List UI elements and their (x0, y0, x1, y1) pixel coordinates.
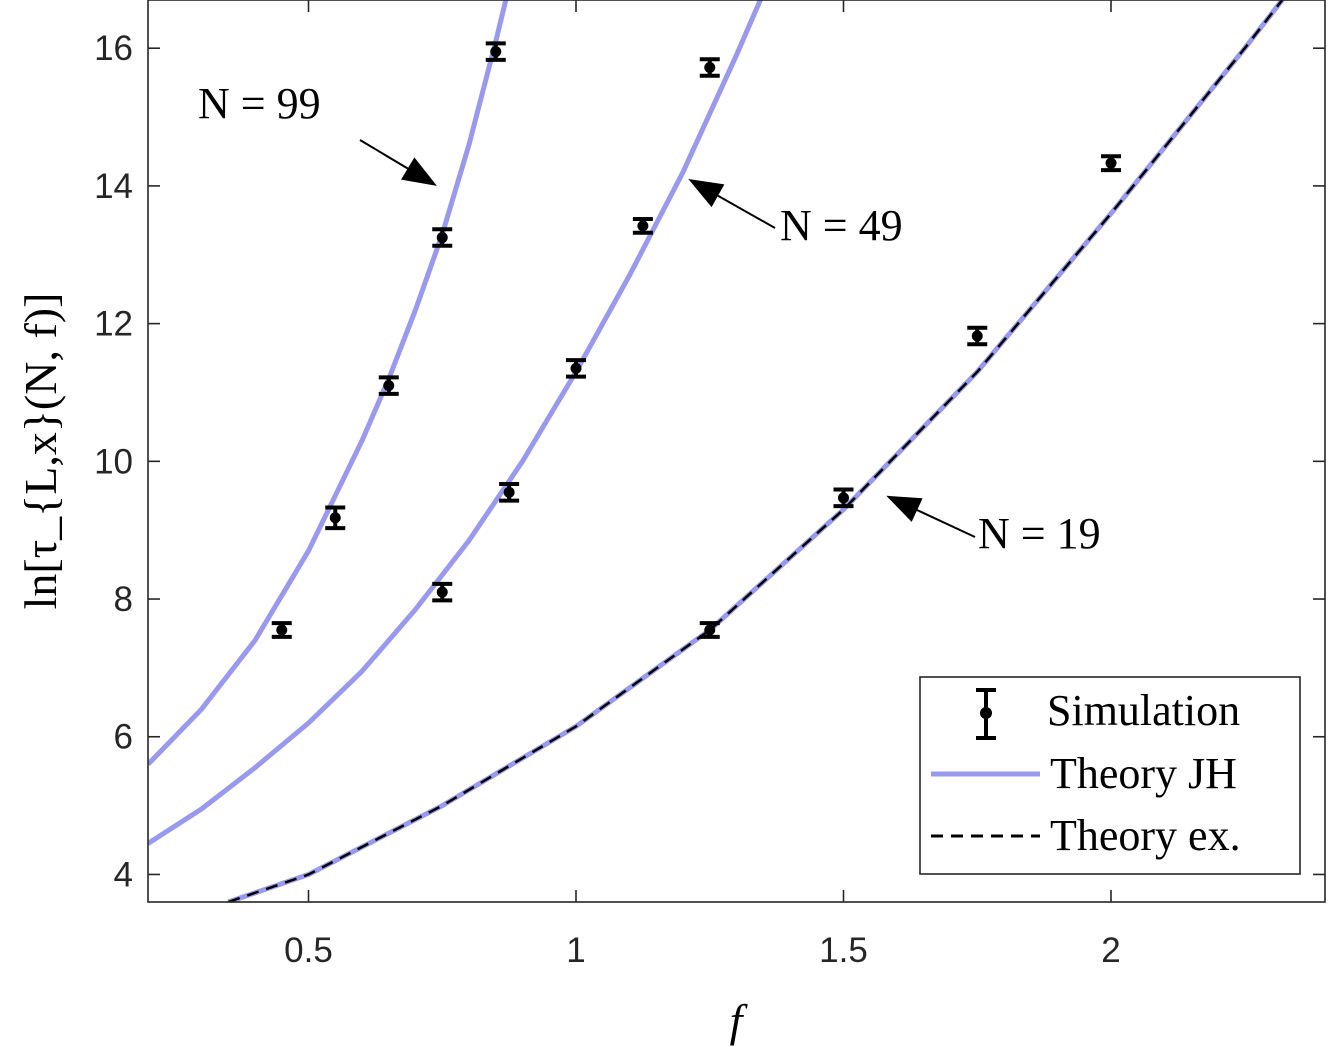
simulation-marker (637, 220, 649, 232)
y-tick-label: 6 (114, 718, 133, 757)
theory-ex-line-0 (227, 0, 1284, 902)
x-tick-label: 1.5 (819, 931, 868, 970)
y-tick-label: 16 (94, 29, 133, 68)
x-tick-label: 1 (566, 931, 585, 970)
legend-simulation-marker (976, 688, 996, 740)
simulation-marker (436, 232, 448, 244)
simulation-point (699, 57, 720, 78)
simulation-marker (383, 380, 395, 392)
legend-simulation-label: Simulation (1047, 686, 1240, 735)
theory-jh-line-1 (148, 0, 764, 846)
curves-layer (148, 0, 1286, 902)
simulation-marker (1105, 157, 1117, 169)
annotation-arrow (717, 194, 776, 229)
annotation-arrow (916, 509, 976, 538)
legend-theory-jh-label: Theory JH (1050, 749, 1237, 798)
simulation-point (632, 216, 653, 235)
simulation-point (967, 325, 988, 347)
y-tick-label: 10 (94, 442, 133, 481)
simulation-point (833, 487, 854, 509)
simulation-marker (971, 330, 983, 342)
simulation-marker (570, 362, 582, 374)
simulation-marker (276, 624, 288, 636)
simulation-marker (329, 512, 341, 524)
simulation-marker (503, 486, 515, 498)
simulation-point (1101, 154, 1121, 173)
annotations-layer: N = 99 N = 49 N = 19 (198, 79, 1101, 558)
x-axis-label: f (730, 995, 749, 1046)
simulation-point (699, 621, 720, 639)
annotation-arrowhead (886, 495, 923, 522)
annotation-label: N = 49 (780, 201, 903, 250)
y-tick-label: 8 (114, 580, 133, 619)
y-tick-label: 12 (94, 305, 133, 344)
simulation-point (378, 375, 399, 396)
simulation-marker (490, 46, 502, 58)
legend-theory-ex-label: Theory ex. (1050, 811, 1241, 860)
simulation-point (432, 227, 453, 248)
simulation-point (271, 621, 292, 639)
simulation-point (432, 581, 453, 603)
y-axis: 4 6 8 10 12 14 16 (94, 29, 1325, 894)
annotation-label: N = 19 (978, 509, 1101, 558)
x-tick-label: 0.5 (284, 931, 333, 970)
simulation-layer (271, 41, 1121, 639)
annotation-arrowhead (688, 179, 725, 208)
legend: Simulation Theory JH Theory ex. (919, 676, 1301, 875)
simulation-point (485, 41, 506, 62)
simulation-marker (436, 586, 448, 598)
axes-box (147, 0, 1326, 903)
y-tick-label: 4 (114, 855, 133, 894)
simulation-marker (704, 61, 716, 73)
simulation-marker (704, 624, 716, 636)
x-tick-label: 2 (1101, 931, 1120, 970)
simulation-point (325, 505, 346, 531)
annotation-arrowhead (401, 157, 437, 186)
simulation-point (499, 482, 520, 503)
annotation-label: N = 99 (198, 79, 321, 128)
simulation-marker (838, 492, 849, 504)
y-tick-label: 14 (94, 167, 133, 206)
simulation-point (566, 358, 586, 379)
annotation-arrow (359, 139, 409, 170)
y-axis-label: ln[τ_{L,x}(N, f)] (15, 293, 66, 610)
x-axis: 0.5 1 1.5 2 (284, 0, 1121, 970)
